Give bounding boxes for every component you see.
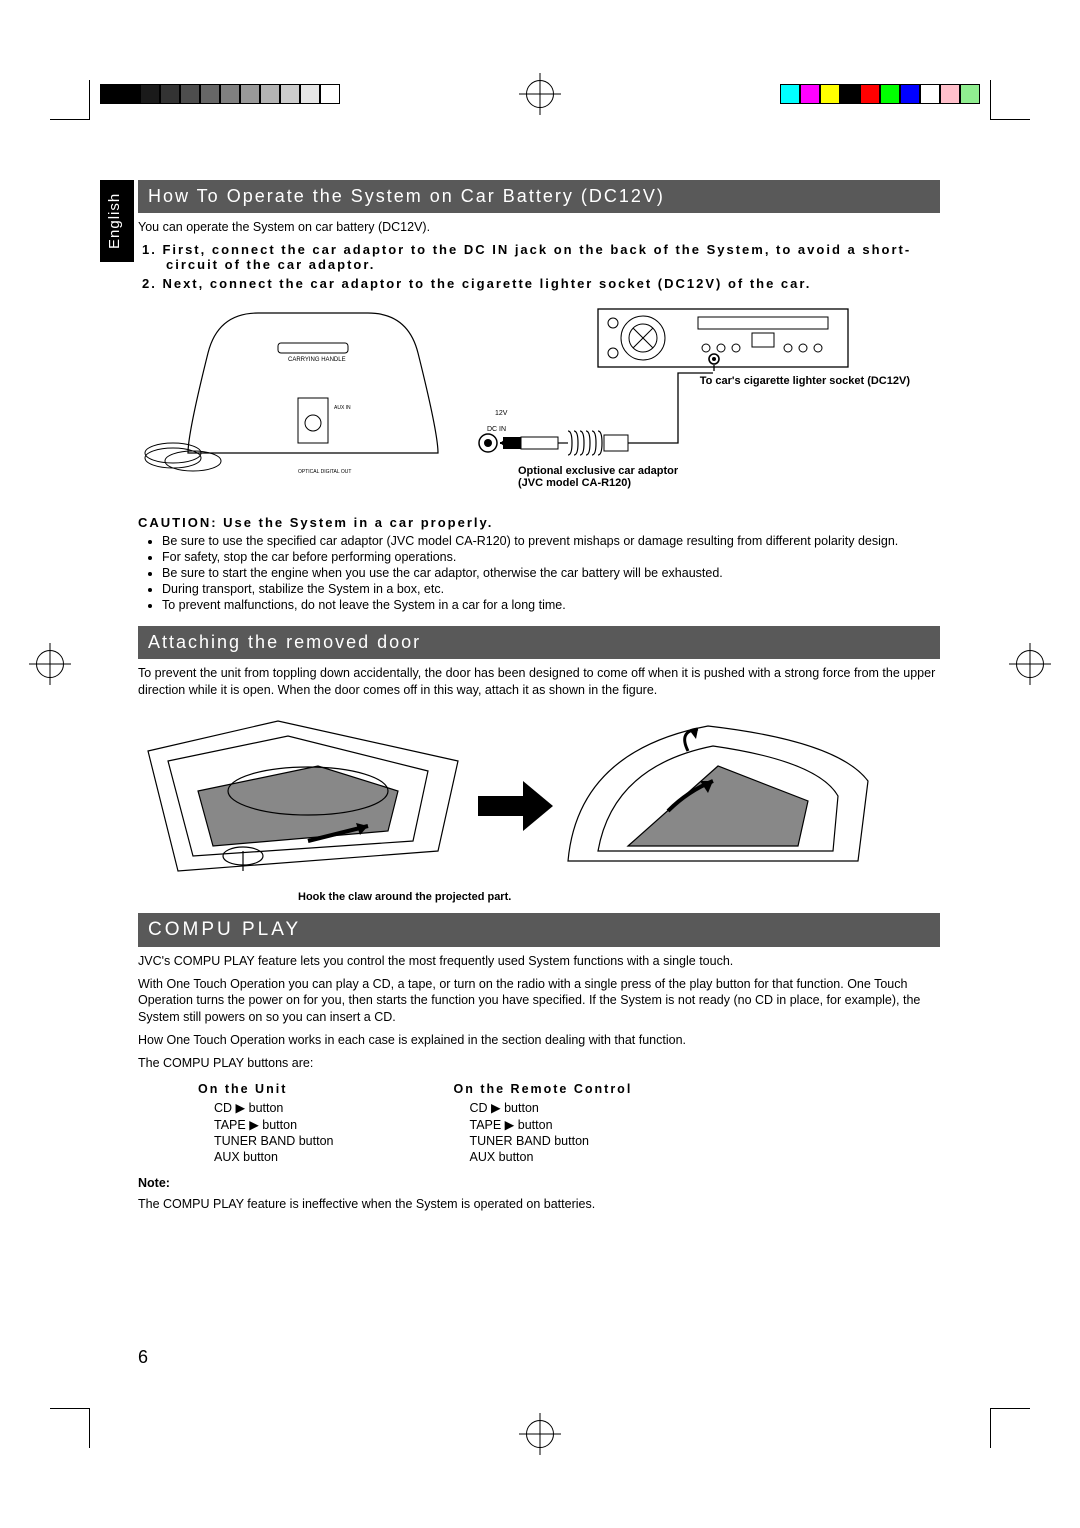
color-bar	[780, 84, 980, 104]
compu-para3: How One Touch Operation works in each ca…	[138, 1032, 940, 1049]
unit-column: On the Unit CD ▶ button TAPE ▶ button TUNE…	[198, 1082, 333, 1166]
button-item: CD ▶ button	[469, 1100, 632, 1115]
compu-button-columns: On the Unit CD ▶ button TAPE ▶ button TUNE…	[198, 1082, 940, 1166]
section-heading-compu: COMPU PLAY	[138, 913, 940, 947]
registration-mark	[526, 1420, 554, 1448]
caution-item: Be sure to use the specified car adaptor…	[162, 534, 940, 548]
button-item: CD ▶ button	[214, 1100, 333, 1115]
svg-text:OPTICAL DIGITAL OUT: OPTICAL DIGITAL OUT	[298, 469, 351, 475]
remote-head: On the Remote Control	[453, 1082, 632, 1096]
caution-item: Be sure to start the engine when you use…	[162, 566, 940, 580]
crop-mark	[990, 80, 1030, 120]
socket-label: To car's cigarette lighter socket (DC12V…	[700, 375, 910, 387]
caution-list: Be sure to use the specified car adaptor…	[138, 534, 940, 612]
button-item: TUNER BAND button	[469, 1134, 632, 1148]
registration-mark	[36, 650, 64, 678]
crop-mark	[50, 80, 90, 120]
button-item: AUX button	[214, 1150, 333, 1164]
section-heading-door: Attaching the removed door	[138, 626, 940, 659]
remote-column: On the Remote Control CD ▶ button TAPE ▶ …	[453, 1082, 632, 1166]
language-tab: English	[100, 180, 134, 262]
label-carrying-handle: CARRYING HANDLE	[288, 357, 346, 363]
note-heading: Note:	[138, 1176, 940, 1190]
compu-para4: The COMPU PLAY buttons are:	[138, 1055, 940, 1072]
crop-mark	[990, 1408, 1030, 1448]
crop-mark	[50, 1408, 90, 1448]
page-content: English How To Operate the System on Car…	[100, 180, 940, 1348]
section-heading-car-battery: How To Operate the System on Car Battery…	[138, 180, 940, 213]
button-item: TAPE ▶ button	[469, 1117, 632, 1132]
button-item: AUX button	[469, 1150, 632, 1164]
grayscale-bar	[100, 84, 340, 104]
car-adaptor-diagram: CARRYING HANDLE 12V DC IN AUX IN OPTICAL…	[138, 303, 940, 503]
step-2: 2. Next, connect the car adaptor to the …	[142, 276, 940, 291]
caution-item: For safety, stop the car before performi…	[162, 550, 940, 564]
intro-text: You can operate the System on car batter…	[138, 219, 940, 236]
caution-item: During transport, stabilize the System i…	[162, 582, 940, 596]
page-number: 6	[138, 1347, 148, 1368]
compu-para2: With One Touch Operation you can play a …	[138, 976, 940, 1027]
svg-text:12V: 12V	[495, 410, 508, 417]
door-body: To prevent the unit from toppling down a…	[138, 665, 940, 699]
svg-text:AUX IN: AUX IN	[334, 405, 351, 411]
step-1: 1. First, connect the car adaptor to the…	[142, 242, 940, 272]
unit-head: On the Unit	[198, 1082, 333, 1096]
caution-item: To prevent malfunctions, do not leave th…	[162, 598, 940, 612]
caution-heading: CAUTION: Use the System in a car properl…	[138, 515, 940, 530]
note-body: The COMPU PLAY feature is ineffective wh…	[138, 1196, 940, 1213]
registration-mark	[526, 80, 554, 108]
door-caption: Hook the claw around the projected part.	[298, 891, 511, 903]
registration-mark	[1016, 650, 1044, 678]
compu-para1: JVC's COMPU PLAY feature lets you contro…	[138, 953, 940, 970]
svg-text:DC IN: DC IN	[487, 426, 506, 433]
adaptor-label: Optional exclusive car adaptor (JVC mode…	[518, 465, 678, 489]
button-item: TAPE ▶ button	[214, 1117, 333, 1132]
door-attach-diagram: Hook the claw around the projected part.	[138, 711, 940, 901]
button-item: TUNER BAND button	[214, 1134, 333, 1148]
